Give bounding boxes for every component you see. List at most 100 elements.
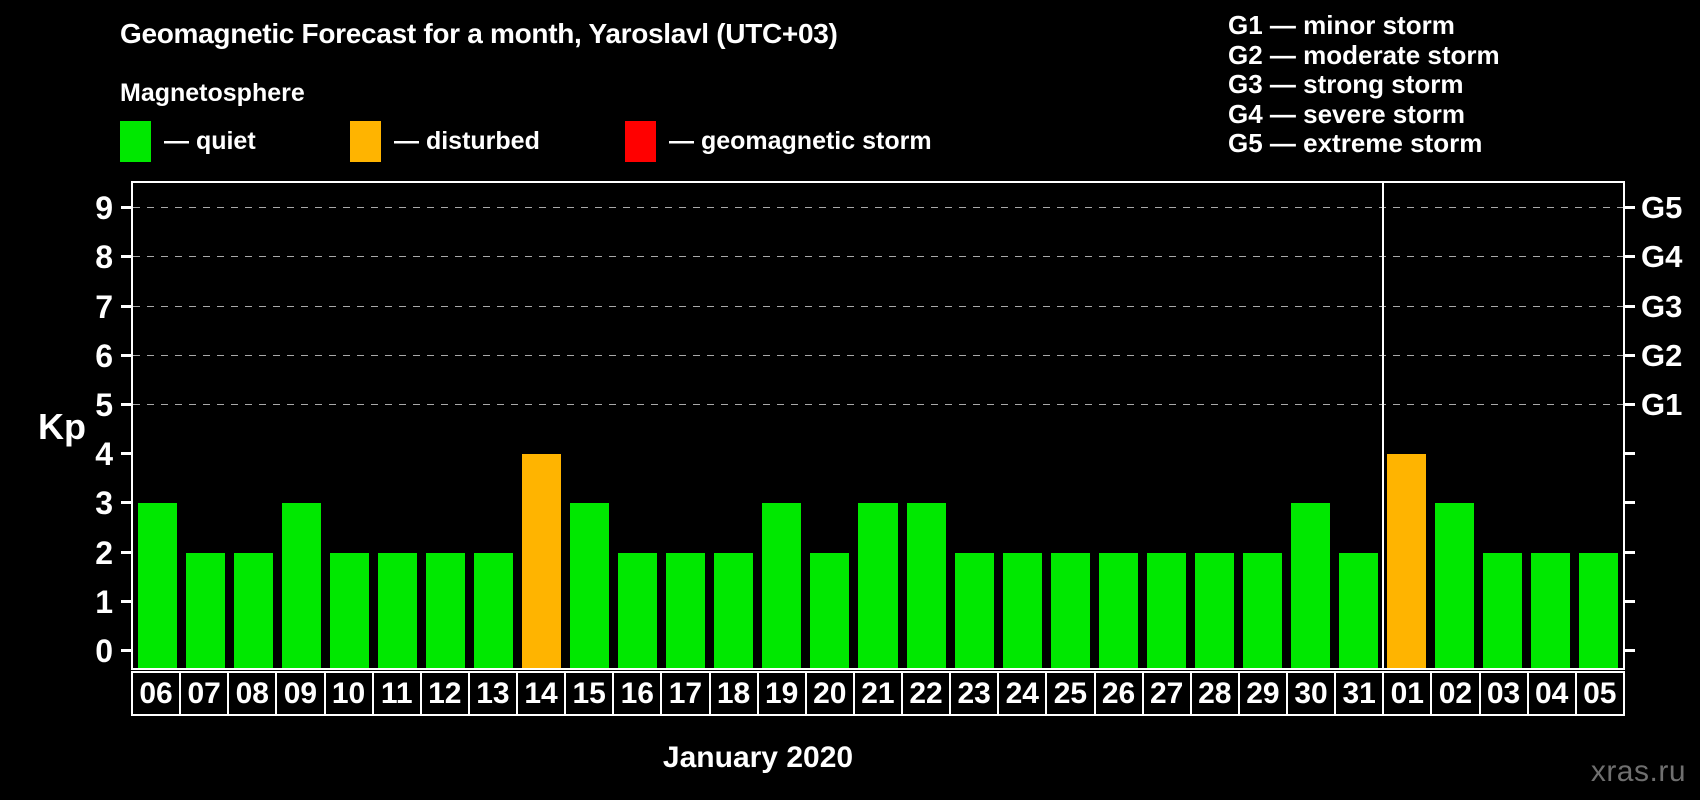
y-tick-label-6: 6: [95, 337, 113, 374]
kp-bar-day-22: [906, 503, 946, 668]
plot-area: 0 1 2 3 4 5 G1 6 G2 7 G3 8 G4 9 G5: [95, 181, 1682, 670]
gridline-kp9: [133, 207, 1623, 209]
kp-bar-day-13: [473, 552, 513, 668]
day-cell-09: 09: [277, 673, 326, 714]
kp-bar-day-15: [570, 503, 610, 668]
left-tick-kp3: [121, 501, 131, 505]
chart-title: Geomagnetic Forecast for a month, Yarosl…: [120, 18, 838, 49]
site-watermark: xras.ru: [1590, 755, 1686, 788]
storm-color-swatch: [625, 120, 656, 162]
kp-bar-day-24: [1002, 552, 1042, 668]
kp-bar-day-23: [954, 552, 994, 668]
day-cell-28: 28: [1192, 673, 1240, 714]
day-cell-05: 05: [1583, 677, 1617, 710]
day-cell-24: 24: [999, 673, 1048, 714]
right-axis-label-G1: G1: [1641, 387, 1683, 422]
kp-bar-day-10: [329, 552, 369, 668]
g-legend-line: G2 — moderate storm: [1228, 39, 1500, 70]
day-cell-03: 03: [1481, 673, 1529, 714]
right-tick-kp0: [1625, 649, 1635, 652]
day-cell-29: 29: [1240, 673, 1288, 714]
right-tick-kp4: [1625, 452, 1635, 456]
kp-bar-day-09: [281, 503, 321, 668]
day-cell-16: 16: [614, 673, 663, 714]
y-tick-label-2: 2: [95, 534, 113, 571]
kp-bar-day-08: [233, 552, 273, 668]
left-tick-kp4: [121, 452, 131, 456]
legend-label-disturbed: — disturbed: [394, 126, 540, 155]
right-axis-label-G4: G4: [1641, 239, 1683, 275]
day-cell-02: 02: [1432, 673, 1481, 714]
right-tick-kp9: [1625, 206, 1635, 210]
day-cell-06: 06: [133, 673, 182, 714]
day-cell-18: 18: [711, 673, 759, 714]
right-tick-kp1: [1625, 599, 1635, 603]
left-tick-kp5: [121, 403, 131, 406]
kp-bar-day-21: [858, 503, 898, 668]
right-tick-kp2: [1625, 550, 1635, 554]
left-tick-kp7: [121, 304, 131, 308]
y-tick-label-4: 4: [95, 436, 113, 473]
day-cell-23: 23: [951, 673, 1000, 714]
g-legend-line: G1 — minor storm: [1228, 10, 1455, 40]
y-tick-label-1: 1: [95, 583, 113, 620]
right-axis-label-G2: G2: [1641, 337, 1683, 373]
day-cell-31: 31: [1336, 673, 1385, 714]
gridline-kp8: [133, 256, 1623, 258]
left-tick-kp1: [121, 599, 131, 603]
day-cell-17: 17: [662, 673, 711, 714]
gridline-kp5: [133, 404, 1623, 405]
right-tick-kp5: [1625, 403, 1635, 406]
day-cell-30: 30: [1288, 673, 1337, 714]
kp-bar-day-04: [1531, 552, 1571, 668]
right-tick-kp6: [1625, 353, 1635, 357]
day-cell-20: 20: [807, 673, 855, 714]
right-tick-kp8: [1625, 255, 1635, 259]
kp-bar-day-25: [1050, 552, 1090, 668]
left-tick-kp8: [121, 255, 131, 259]
gridline-kp7: [133, 305, 1623, 307]
kp-bar-day-30: [1291, 503, 1331, 668]
y-tick-label-7: 7: [95, 288, 113, 325]
kp-bar-day-06: [137, 503, 177, 668]
day-cell-15: 15: [566, 673, 615, 714]
day-cell-21: 21: [855, 673, 903, 714]
month-boundary-line: [1381, 183, 1384, 668]
x-axis-title: January 2020: [662, 741, 854, 774]
kp-bar-day-12: [425, 552, 465, 668]
kp-bar-day-18: [714, 552, 754, 668]
y-tick-label-3: 3: [95, 485, 113, 522]
kp-bar-day-01: [1387, 454, 1427, 668]
kp-bar-day-17: [666, 552, 706, 668]
day-cell-04: 04: [1529, 673, 1577, 714]
kp-bar-day-07: [185, 552, 225, 668]
kp-bar-day-27: [1146, 552, 1186, 668]
day-cell-01: 01: [1384, 673, 1433, 714]
day-cell-14: 14: [518, 673, 567, 714]
g-legend-line: G3 — strong storm: [1228, 69, 1464, 100]
right-tick-kp7: [1625, 304, 1635, 308]
day-cell-13: 13: [470, 673, 518, 714]
g-legend-line: G5 — extreme storm: [1228, 128, 1483, 159]
kp-bar-day-26: [1098, 552, 1138, 668]
right-axis-label-G5: G5: [1641, 190, 1683, 226]
kp-bar-day-02: [1435, 503, 1475, 668]
kp-bar-day-29: [1242, 552, 1283, 668]
left-tick-kp6: [121, 353, 131, 357]
day-cell-12: 12: [422, 673, 470, 714]
kp-bar-day-31: [1339, 552, 1379, 668]
legend-item-storm: — geomagnetic storm: [625, 120, 932, 162]
kp-bar-day-03: [1483, 552, 1523, 668]
day-cell-11: 11: [374, 673, 422, 714]
day-cell-10: 10: [326, 673, 374, 714]
left-tick-kp9: [121, 206, 131, 210]
kp-bar-day-11: [377, 552, 417, 668]
right-axis-label-G3: G3: [1641, 288, 1683, 324]
kp-bar-day-05: [1579, 552, 1619, 668]
y-tick-label-5: 5: [95, 387, 113, 423]
y-tick-label-0: 0: [95, 633, 113, 669]
y-tick-label-9: 9: [95, 190, 113, 227]
day-cell-25: 25: [1047, 673, 1096, 714]
day-cell-08: 08: [229, 673, 278, 714]
legend-item-disturbed: — disturbed: [350, 120, 540, 162]
